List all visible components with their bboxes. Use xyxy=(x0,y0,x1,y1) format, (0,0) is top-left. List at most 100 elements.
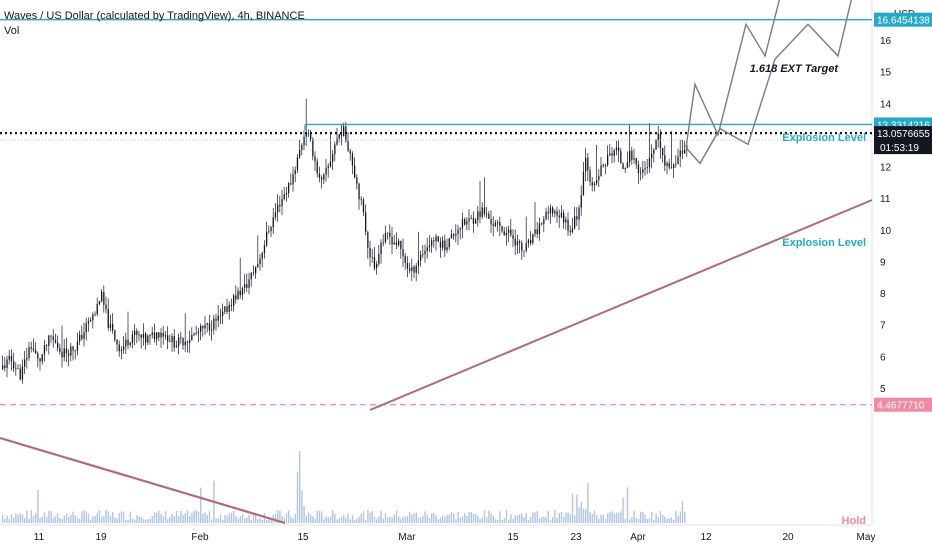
explosion-price-label-bg xyxy=(874,12,932,27)
candle-body xyxy=(391,237,393,245)
candle-body xyxy=(644,168,646,170)
volume-bar xyxy=(235,516,237,523)
symbol-title[interactable]: Waves / US Dollar (calculated by Trading… xyxy=(4,10,305,22)
candle-body xyxy=(587,157,589,171)
volume-bar xyxy=(255,514,257,523)
candle-body xyxy=(398,240,400,245)
candle-body xyxy=(510,229,512,236)
candle-body xyxy=(362,199,365,213)
candle-body xyxy=(459,228,461,230)
volume-bar xyxy=(107,511,109,523)
volume-bar xyxy=(604,518,607,523)
volume-bar xyxy=(70,515,72,523)
volume-bar xyxy=(433,512,435,523)
price-tick-label: 8 xyxy=(880,289,886,300)
candle-body xyxy=(406,263,409,269)
volume-bar xyxy=(19,513,21,523)
volume-bar xyxy=(574,515,576,523)
candle-body xyxy=(87,321,90,324)
volume-bar xyxy=(494,519,497,523)
volume-bar xyxy=(508,519,510,523)
price-tick-label: 6 xyxy=(880,352,886,363)
candle-body xyxy=(312,139,314,157)
volume-bar xyxy=(134,519,136,523)
candle-body xyxy=(497,222,499,223)
candle-body xyxy=(404,256,406,263)
volume-bar xyxy=(103,515,105,523)
volume-bar xyxy=(131,518,134,523)
candle-body xyxy=(373,256,376,268)
volume-bar xyxy=(68,516,70,523)
candle-body xyxy=(527,239,530,244)
candle-body xyxy=(219,315,222,317)
volume-bar xyxy=(160,513,162,523)
candle-body xyxy=(162,332,164,337)
candle-body xyxy=(472,218,475,224)
candle-body xyxy=(681,150,684,154)
candle-body xyxy=(613,150,615,156)
candle-body xyxy=(461,219,464,229)
candle-body xyxy=(503,231,505,236)
volume-bar xyxy=(527,519,530,523)
volume-bar xyxy=(215,518,217,523)
candle-body xyxy=(655,140,657,150)
volume-bar xyxy=(512,518,514,523)
candle-body xyxy=(156,332,158,339)
volume-bar xyxy=(347,513,349,523)
candle-body xyxy=(310,133,312,140)
candle-body xyxy=(147,336,149,343)
volume-bar xyxy=(343,514,345,523)
volume-bar xyxy=(437,519,439,523)
volume-bar xyxy=(65,513,68,523)
candle-body xyxy=(294,170,296,175)
volume-bar xyxy=(589,512,591,523)
grid xyxy=(0,0,873,526)
volume-bar xyxy=(448,514,450,523)
candle-body xyxy=(277,205,279,213)
volume-bar xyxy=(116,518,118,523)
volume-bar xyxy=(490,512,492,523)
volume-bar xyxy=(538,518,541,523)
volume-bar xyxy=(307,512,310,523)
candle-body xyxy=(118,344,120,352)
candle-body xyxy=(369,247,371,258)
volume-bar xyxy=(501,519,503,523)
volume-bar xyxy=(644,514,646,523)
candle-body xyxy=(48,335,50,347)
candle-body xyxy=(79,334,81,342)
candle-body xyxy=(556,211,558,216)
volume-bar xyxy=(387,517,389,523)
volume-bar xyxy=(92,516,94,523)
price-tick-label: 9 xyxy=(880,257,886,268)
volume-bar xyxy=(57,513,59,523)
candle-body xyxy=(631,150,633,160)
volume-bar xyxy=(611,511,613,523)
time-tick-label: 19 xyxy=(95,532,107,543)
volume-bar xyxy=(662,514,664,523)
volume-bar xyxy=(585,508,587,523)
volume-bar xyxy=(50,511,52,523)
volume-bar xyxy=(598,518,600,523)
volume-bar xyxy=(593,510,596,523)
volume-bar xyxy=(283,517,285,523)
candle-body xyxy=(145,333,147,343)
candle-body xyxy=(356,177,358,184)
volume-bar xyxy=(217,518,219,523)
volume-bar xyxy=(226,516,228,523)
candle-body xyxy=(360,199,362,201)
candle-body xyxy=(81,334,83,339)
volume-bar xyxy=(556,517,558,523)
volume-bar xyxy=(120,511,123,523)
volume-bar xyxy=(378,516,380,523)
volume-bar xyxy=(248,514,250,523)
volume-bar xyxy=(237,518,239,523)
volume-bar xyxy=(39,517,41,523)
volume-bar xyxy=(417,517,420,523)
time-axis[interactable]: 11 19 Feb 15 Mar 15 23 Apr 12 20 May xyxy=(34,532,876,543)
volume-bar xyxy=(228,513,230,523)
candle-body xyxy=(116,339,118,345)
candle-body xyxy=(378,254,380,264)
volume-indicator-label[interactable]: Vol xyxy=(4,25,20,37)
volume-bar xyxy=(477,515,479,523)
